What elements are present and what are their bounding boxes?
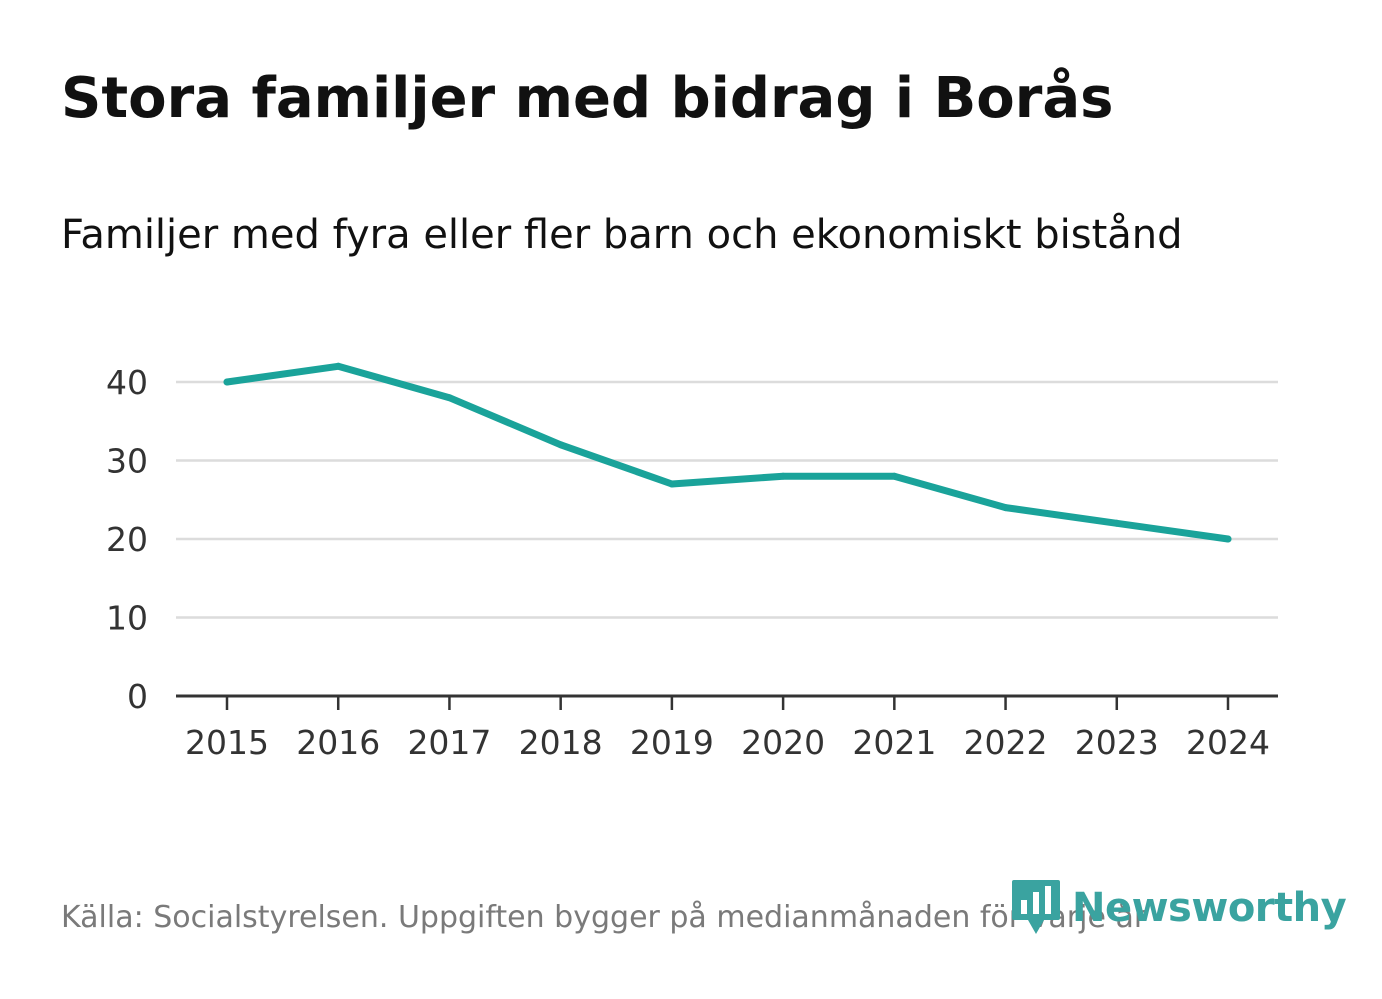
x-tick-label: 2023 <box>1075 723 1159 762</box>
source-note: Källa: Socialstyrelsen. Uppgiften bygger… <box>61 900 1147 935</box>
y-tick-label: 0 <box>127 677 148 716</box>
series-layer <box>223 362 1232 543</box>
newsworthy-logo-icon <box>1012 880 1060 934</box>
y-axis: 0 10 20 30 40 <box>106 363 148 716</box>
data-point <box>890 472 898 480</box>
series-line <box>223 362 1232 543</box>
x-axis: 2015 2016 2017 2018 2019 2020 2021 2022 2023 2024 <box>176 694 1278 762</box>
y-tick-label: 30 <box>106 442 148 481</box>
x-tick-label: 2024 <box>1186 723 1270 762</box>
x-tick-label: 2018 <box>519 723 603 762</box>
data-point <box>1224 535 1232 543</box>
x-tick-label: 2019 <box>630 723 714 762</box>
y-tick-label: 10 <box>106 599 148 638</box>
data-point <box>668 480 676 488</box>
brand-logo: Newsworthy <box>1010 878 1347 938</box>
data-point <box>334 362 342 370</box>
data-point <box>445 394 453 402</box>
x-tick-label: 2022 <box>964 723 1048 762</box>
y-tick-label: 40 <box>106 363 148 402</box>
x-tick-label: 2015 <box>185 723 269 762</box>
data-point <box>223 378 231 386</box>
x-tick-label: 2021 <box>852 723 936 762</box>
gridlines <box>176 380 1278 619</box>
data-point <box>1113 519 1121 527</box>
data-point <box>779 472 787 480</box>
brand-name: Newsworthy <box>1072 885 1347 931</box>
x-tick-label: 2020 <box>741 723 825 762</box>
x-tick-label: 2016 <box>296 723 380 762</box>
y-tick-label: 20 <box>106 520 148 559</box>
data-point <box>1002 504 1010 512</box>
chart-subtitle: Familjer med fyra eller fler barn och ek… <box>61 212 1183 258</box>
chart-title: Stora familjer med bidrag i Borås <box>61 66 1114 131</box>
x-tick-label: 2017 <box>407 723 491 762</box>
data-point <box>557 441 565 449</box>
